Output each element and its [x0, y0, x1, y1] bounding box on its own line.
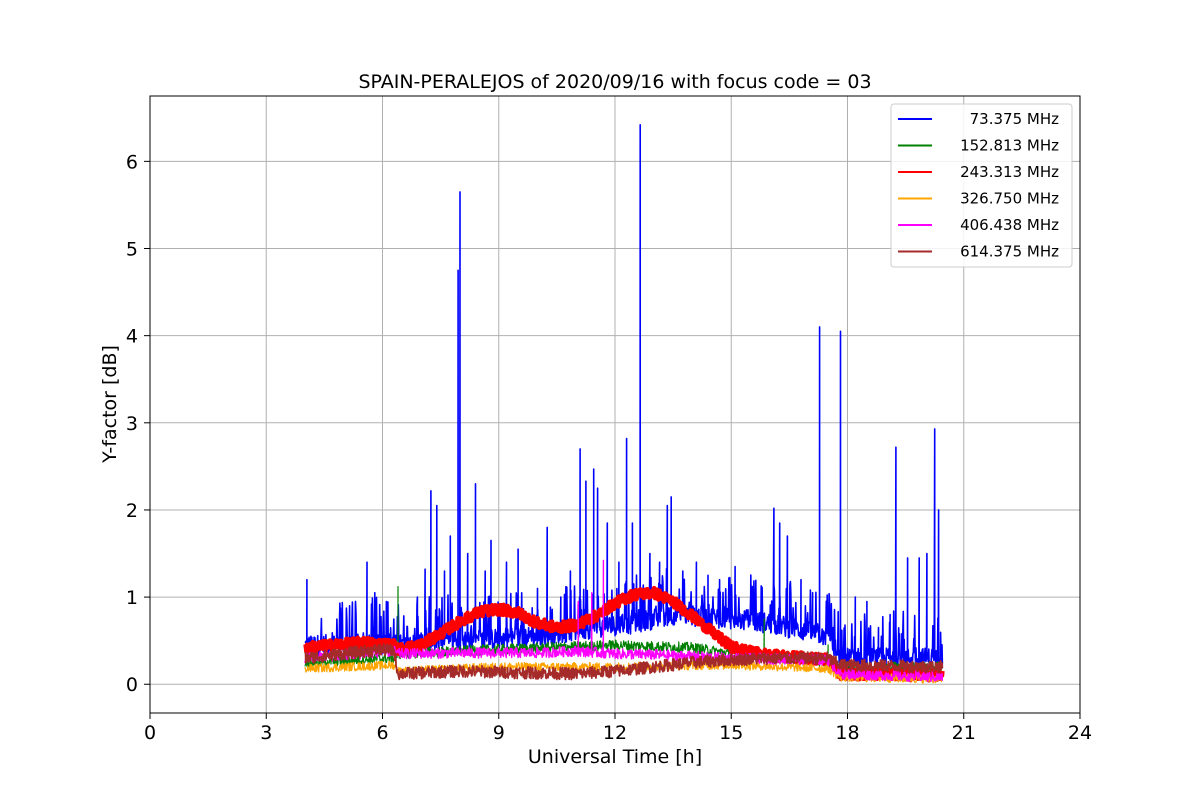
x-tick-label: 0	[144, 722, 156, 744]
y-tick-label: 6	[126, 151, 138, 173]
series-layer	[303, 124, 945, 684]
legend-label: 243.313 MHz	[960, 163, 1059, 181]
series-line-3	[303, 585, 945, 683]
x-tick-label: 21	[952, 722, 976, 744]
y-tick-label: 0	[126, 674, 138, 696]
x-tick-label: 15	[719, 722, 743, 744]
y-tick-label: 3	[126, 413, 138, 435]
y-tick-label: 5	[126, 239, 138, 261]
x-tick-label: 3	[260, 722, 272, 744]
chart-title: SPAIN-PERALEJOS of 2020/09/16 with focus…	[358, 71, 871, 93]
legend: 73.375 MHz 152.813 MHz 243.313 MHz 326.750 …	[890, 103, 1073, 268]
series-line-5	[304, 559, 944, 683]
x-tick-label: 18	[835, 722, 859, 744]
series-line-6	[304, 642, 944, 681]
legend-label: 73.375 MHz	[970, 110, 1059, 128]
x-tick-label: 6	[376, 722, 388, 744]
y-tick-label: 1	[126, 587, 138, 609]
legend-label: 614.375 MHz	[960, 243, 1059, 261]
y-axis-label: Y-factor [dB]	[99, 345, 121, 464]
legend-box	[890, 103, 1073, 268]
x-tick-label: 24	[1068, 722, 1092, 744]
x-tick-label: 9	[493, 722, 505, 744]
x-tick-label: 12	[603, 722, 627, 744]
legend-label: 326.750 MHz	[960, 190, 1059, 208]
y-tick-label: 4	[126, 326, 138, 348]
series-line-1	[304, 124, 944, 670]
legend-label: 406.438 MHz	[960, 216, 1059, 234]
legend-label: 152.813 MHz	[960, 137, 1059, 155]
y-tick-label: 2	[126, 500, 138, 522]
x-axis-label: Universal Time [h]	[528, 746, 702, 768]
